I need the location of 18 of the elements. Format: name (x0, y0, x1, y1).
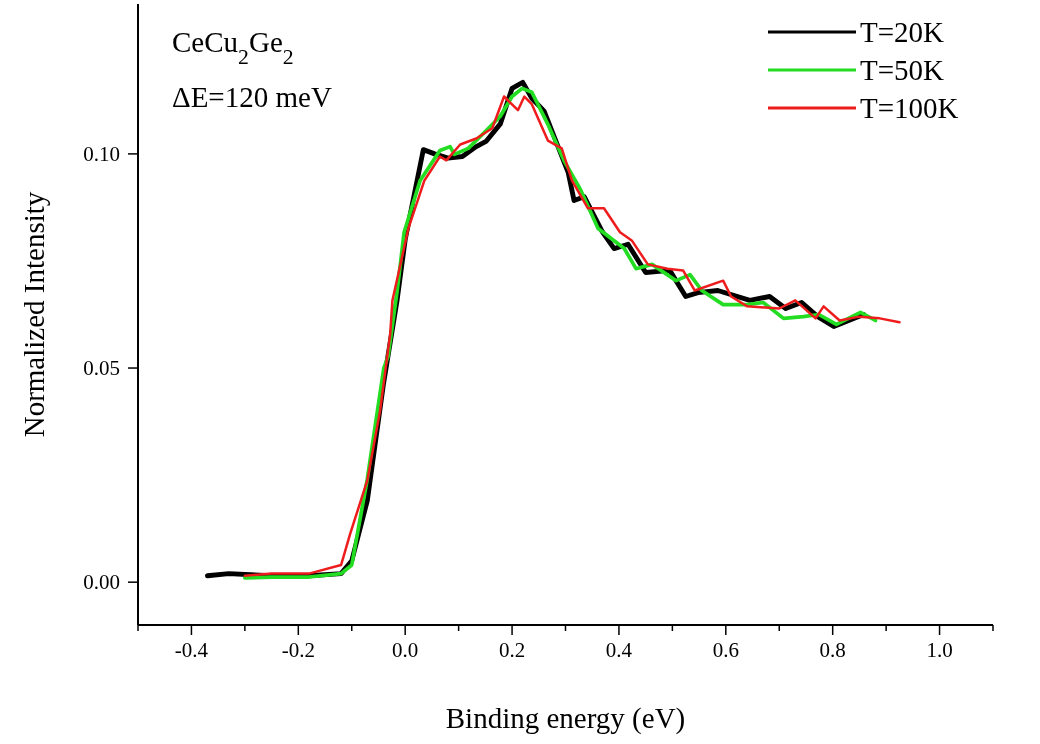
x-tick-label: 0.8 (819, 638, 846, 662)
annotation: ΔE=120 meV (172, 81, 332, 113)
x-tick-label: -0.2 (281, 638, 315, 662)
annotation: CeCu$_{2}$Ge$_{2}$ (172, 26, 294, 69)
x-tick-label: 0.4 (605, 638, 633, 662)
y-tick-label: 0.00 (83, 570, 120, 595)
x-tick-label: 0.6 (712, 638, 739, 662)
legend-label: T=20K (860, 16, 945, 48)
x-tick-label: 1.0 (926, 638, 953, 662)
x-tick-label: -0.4 (174, 638, 209, 662)
x-axis-title: Binding energy (eV) (445, 702, 686, 735)
y-tick-label: 0.05 (83, 356, 120, 381)
legend-label: T=50K (860, 54, 945, 86)
legend-label: T=100K (860, 92, 959, 124)
x-tick-label: 0.0 (392, 638, 419, 662)
x-tick-label: 0.2 (498, 638, 526, 662)
y-tick-label: 0.10 (83, 141, 120, 166)
y-axis-title: Normalized Intensity (18, 191, 50, 438)
